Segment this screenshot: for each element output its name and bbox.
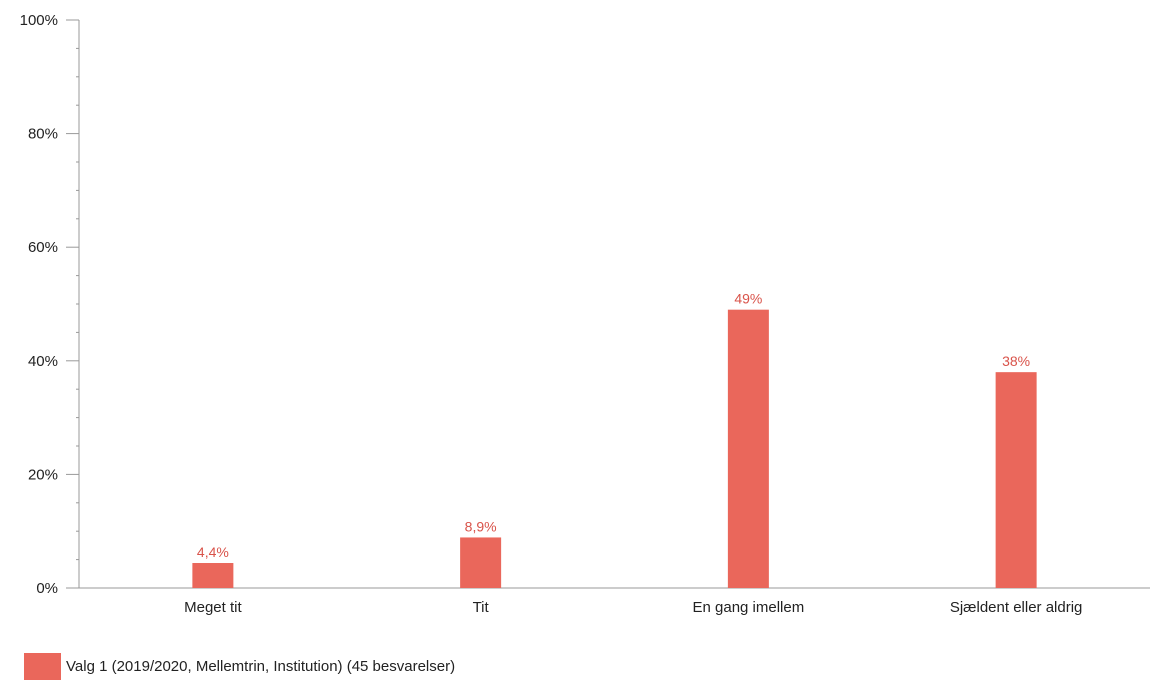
bar <box>995 372 1037 588</box>
y-tick-label: 20% <box>28 466 58 483</box>
data-label: 8,9% <box>465 518 497 534</box>
y-tick-label: 100% <box>20 12 58 29</box>
category-label: En gang imellem <box>693 599 805 616</box>
category-label: Sjældent eller aldrig <box>950 599 1083 616</box>
data-label: 38% <box>1002 353 1030 369</box>
category-label: Tit <box>473 599 490 616</box>
data-label: 4,4% <box>197 544 229 560</box>
bar <box>460 537 502 588</box>
y-tick-label: 80% <box>28 126 58 143</box>
y-tick-label: 0% <box>36 580 58 597</box>
legend-swatch <box>24 652 61 680</box>
legend: Valg 1 (2019/2020, Mellemtrin, Instituti… <box>24 652 455 680</box>
y-tick-label: 40% <box>28 353 58 370</box>
category-label: Meget tit <box>184 599 242 616</box>
bar <box>192 563 234 588</box>
y-tick-label: 60% <box>28 239 58 256</box>
data-label: 49% <box>734 291 762 307</box>
legend-label: Valg 1 (2019/2020, Mellemtrin, Instituti… <box>66 657 456 675</box>
bar-chart: 0% 20% 40% 60% 80% 100% 4,4% Meget tit 8,9% Tit 49… <box>20 12 1150 616</box>
bar <box>727 309 769 588</box>
